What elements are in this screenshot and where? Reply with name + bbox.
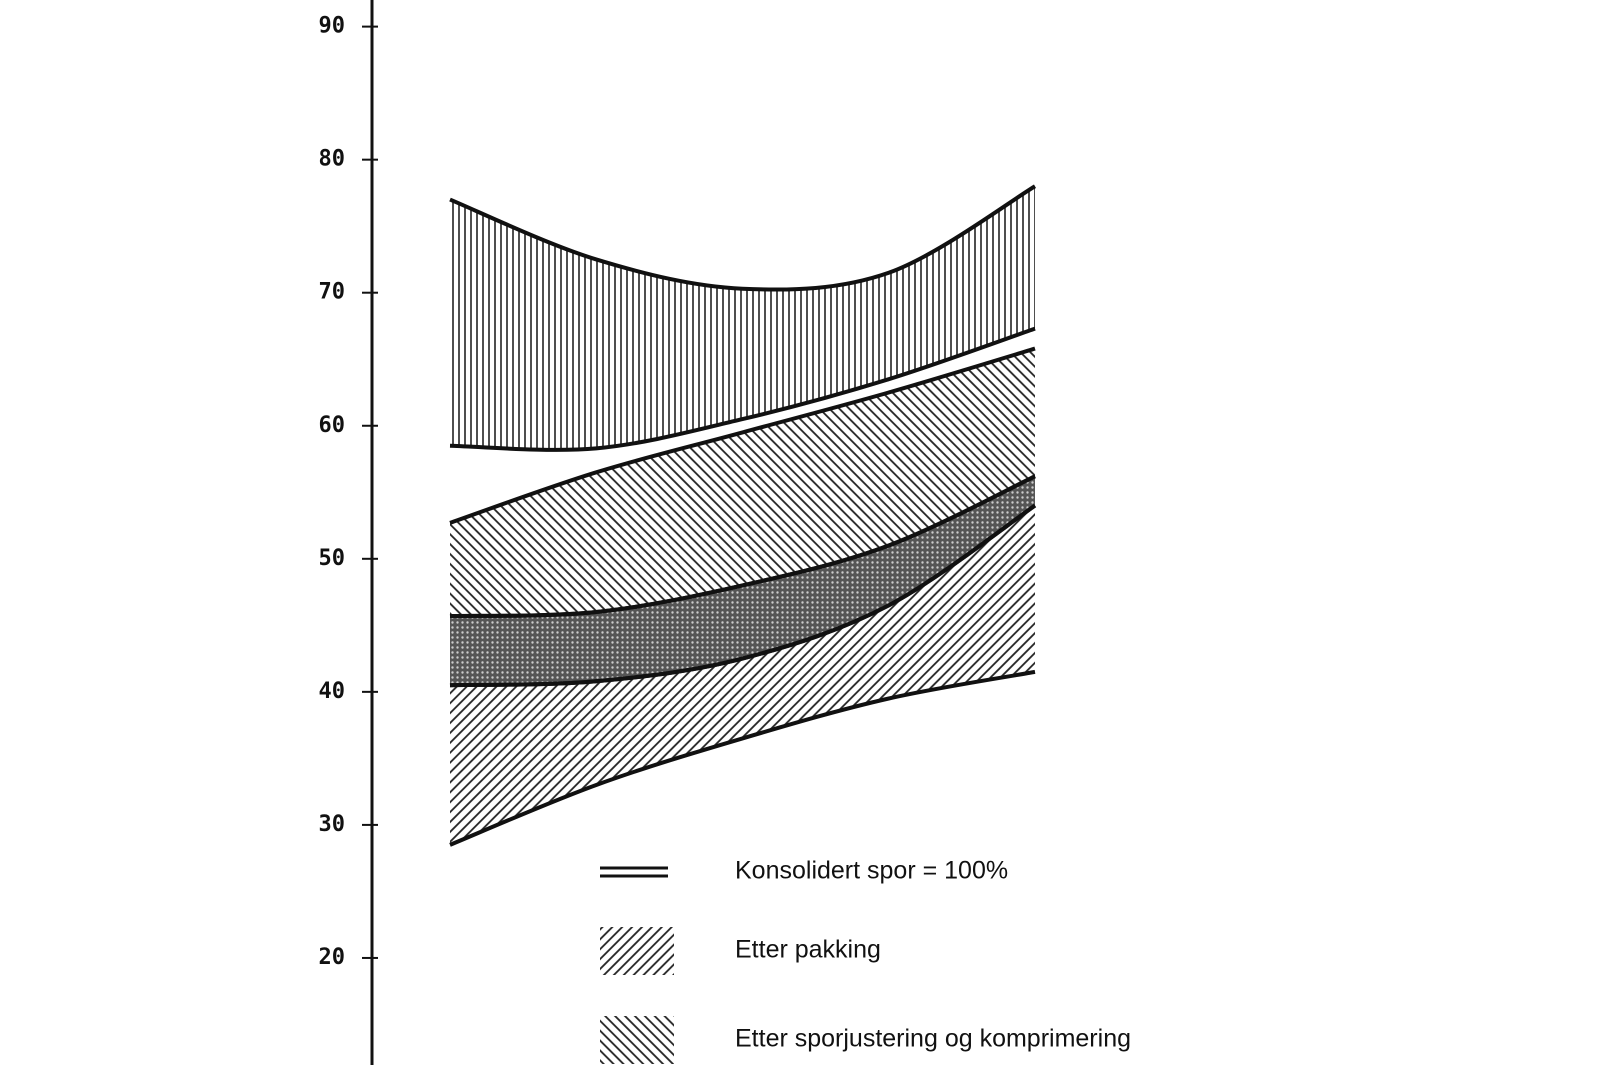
band-edge <box>449 346 1036 525</box>
band-area <box>450 476 1035 686</box>
legend-label: Etter pakking <box>735 936 881 964</box>
y-tick-label: 60 <box>319 413 346 438</box>
band-edge <box>449 326 1036 452</box>
band-edge <box>449 669 1036 847</box>
y-tick-label: 20 <box>319 945 346 970</box>
y-tick-label: 30 <box>319 812 346 837</box>
y-tick-label: 90 <box>319 14 346 39</box>
band-edge <box>449 503 1037 688</box>
y-tick-label: 80 <box>319 147 346 172</box>
legend-label: Konsolidert spor = 100% <box>735 857 1008 885</box>
band-area <box>450 348 1035 617</box>
legend-symbol <box>600 1016 674 1064</box>
band-area <box>450 186 1035 450</box>
band-edge <box>449 474 1036 619</box>
band-area <box>450 505 1035 845</box>
y-tick-label: 40 <box>319 679 346 704</box>
band-edge <box>449 184 1037 292</box>
y-tick-label: 50 <box>319 546 346 571</box>
legend-symbol <box>600 927 674 975</box>
legend-label: Etter sporjustering og komprimering <box>735 1025 1131 1053</box>
y-tick-label: 70 <box>319 280 346 305</box>
